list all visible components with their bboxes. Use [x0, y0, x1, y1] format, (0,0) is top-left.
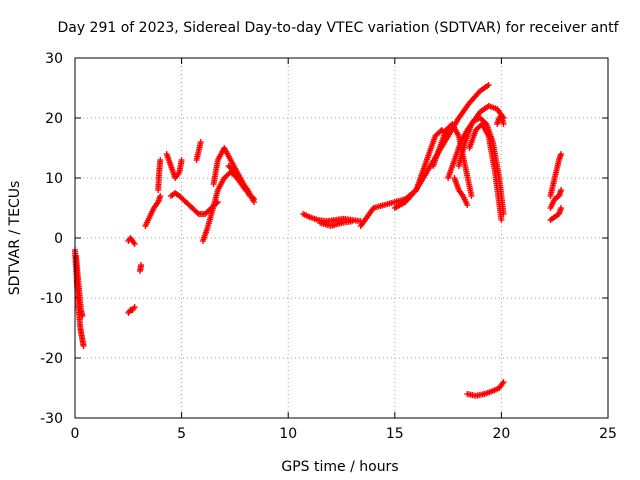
- x-tick-label: 15: [386, 426, 404, 442]
- data-point: [558, 205, 565, 211]
- data-point: [500, 121, 507, 127]
- data-point: [500, 379, 507, 385]
- x-tick-label: 0: [71, 426, 80, 442]
- data-point: [349, 218, 356, 225]
- y-axis-label: SDTVAR / TECUs: [7, 181, 23, 296]
- data-point: [157, 157, 164, 163]
- y-tick-label: -20: [40, 351, 63, 367]
- data-point: [498, 217, 505, 223]
- data-point: [131, 304, 138, 310]
- y-tick-label: 30: [45, 51, 63, 67]
- data-points: [72, 82, 565, 399]
- data-point: [131, 241, 138, 247]
- x-tick-label: 5: [177, 426, 186, 442]
- data-point: [464, 202, 471, 208]
- data-point: [178, 157, 185, 163]
- data-point: [138, 262, 145, 268]
- chart-title: Day 291 of 2023, Sidereal Day-to-day VTE…: [57, 20, 619, 36]
- data-point: [157, 193, 164, 199]
- data-point: [79, 313, 86, 319]
- y-tick-label: 10: [45, 171, 63, 187]
- axis-ticks: 0 5 10 15 20 25 -30 -20 -10 0 10 20 30: [40, 51, 617, 442]
- data-point: [558, 151, 565, 157]
- data-point: [485, 82, 492, 88]
- x-tick-label: 10: [279, 426, 297, 442]
- data-point: [468, 193, 475, 199]
- data-point: [197, 139, 204, 145]
- x-tick-label: 20: [492, 426, 510, 442]
- plot-frame: [74, 57, 609, 419]
- data-point: [80, 343, 87, 349]
- y-tick-label: 0: [54, 231, 63, 247]
- data-point-trace: [194, 209, 201, 216]
- x-tick-label: 25: [599, 426, 617, 442]
- y-tick-label: -10: [40, 291, 63, 307]
- data-point: [558, 187, 565, 193]
- y-tick-label: -30: [40, 411, 63, 427]
- y-tick-label: 20: [45, 111, 63, 127]
- data-point: [251, 199, 258, 205]
- x-axis-label: GPS time / hours: [281, 459, 398, 475]
- gridlines: [75, 58, 608, 418]
